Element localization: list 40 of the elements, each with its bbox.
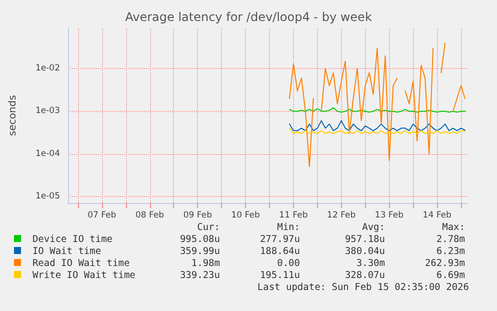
text: 359.99u	[178, 245, 220, 257]
text: 262.93m	[424, 257, 465, 269]
text: 6.69m	[435, 269, 465, 281]
y-tick-label: 1e-02	[35, 64, 60, 74]
legend-label: Read IO Wait time	[31, 257, 131, 269]
y-tick-label: 1e-03	[35, 106, 60, 116]
text: 1.98m	[190, 257, 220, 269]
text: 0.00	[276, 257, 300, 269]
text: Max:	[441, 221, 465, 233]
legend-label: Device IO time	[31, 233, 114, 245]
text: Avg:	[361, 221, 385, 233]
legend-label: IO Wait time	[31, 245, 102, 257]
text: 328.07u	[344, 269, 385, 281]
text: 995.08u	[178, 233, 220, 245]
text: 188.64u	[258, 245, 300, 257]
text: 2.78m	[435, 233, 465, 245]
text: Last update: Sun Feb 15 02:35:00 2026	[257, 282, 469, 293]
legend-label: Write IO Wait time	[31, 269, 136, 281]
line-series	[288, 120, 466, 132]
text: 380.04u	[344, 245, 385, 257]
x-tick-label: 10 Feb	[231, 210, 260, 220]
x-tick-label: 12 Feb	[327, 210, 356, 220]
x-tick-label: 09 Feb	[183, 210, 212, 220]
chart-title: Average latency for /dev/loop4 - by week	[125, 10, 372, 24]
x-tick-label: 13 Feb	[374, 210, 404, 220]
text: 195.11u	[258, 269, 300, 281]
text: Min:	[276, 221, 300, 233]
text: 339.23u	[178, 269, 220, 281]
y-tick-label: 1e-04	[35, 148, 60, 159]
y-axis-title: seconds	[8, 95, 18, 136]
text: 957.18u	[344, 233, 385, 245]
x-tick-label: 14 Feb	[422, 210, 452, 220]
text: 277.97u	[258, 233, 300, 245]
x-tick-label: 11 Feb	[279, 210, 308, 220]
y-tick-label: 1e-05	[35, 191, 60, 202]
text: 3.30m	[355, 257, 385, 269]
text: Cur:	[196, 221, 220, 233]
x-tick-label: 08 Feb	[136, 210, 164, 220]
x-tick-label: 07 Feb	[88, 210, 116, 220]
text: 6.23m	[435, 245, 465, 257]
